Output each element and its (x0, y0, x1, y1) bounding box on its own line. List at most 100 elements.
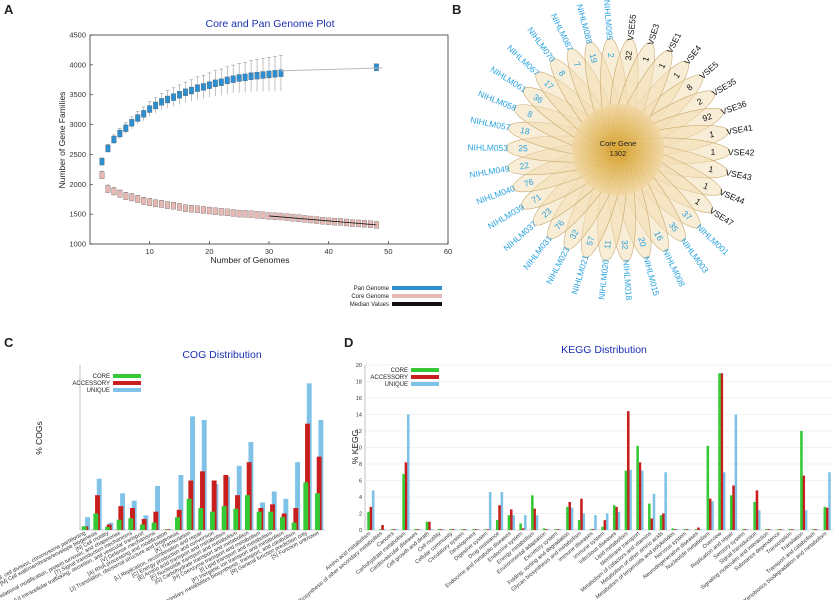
petal-value: 8 (684, 82, 694, 93)
accessory-bar (580, 498, 583, 530)
accessory-bar (165, 529, 170, 530)
box-mark (373, 63, 379, 71)
petal-name: VSE55 (625, 14, 638, 42)
unique-bar (781, 529, 784, 530)
unique-bar (190, 416, 195, 530)
legend-core-label: CORE (93, 374, 110, 380)
core-bar (414, 529, 417, 530)
box-mark (141, 110, 147, 118)
petal-value: 18 (519, 125, 531, 137)
unique-bar (605, 513, 609, 530)
core-bar (425, 521, 429, 530)
core-bar (683, 529, 686, 530)
box-mark (230, 209, 236, 217)
accessory-bar (498, 505, 501, 530)
legend-accessory-swatch (411, 375, 439, 379)
y-tick-label: 4500 (69, 31, 86, 40)
petal-name: NIHLM040 (475, 183, 517, 206)
box-mark (117, 190, 123, 198)
accessory-bar (305, 423, 310, 530)
petal-value: 1 (656, 61, 667, 70)
core-bar (105, 527, 110, 530)
petal-value: 2 (695, 96, 704, 107)
core-bar (268, 511, 274, 530)
unique-bar (155, 486, 160, 530)
core-bar (81, 526, 87, 530)
y-tick-label: 18 (356, 380, 362, 386)
y-tick-label: 3000 (69, 120, 86, 129)
box-mark (212, 79, 218, 88)
unique-bar (85, 517, 90, 530)
legend-core-label: CORE (391, 368, 408, 374)
accessory-bar (439, 529, 443, 530)
core-pan-genome-plot: Core and Pan Genome Plot Number of Gene … (57, 18, 452, 308)
accessory-bar (545, 529, 548, 530)
legend-accessory-label: ACCESSORY (370, 375, 408, 381)
box-mark (111, 135, 117, 144)
accessory-bar (428, 521, 431, 530)
legend-pan-label: Pan Genome (354, 286, 390, 292)
accessory-bar (685, 529, 689, 530)
box-mark (183, 204, 188, 212)
accessory-bar (153, 511, 159, 530)
petal-name: NIHLM008 (661, 247, 688, 288)
petal-value: 1 (708, 164, 715, 175)
accessory-bar (814, 529, 817, 530)
pan-tail-line (280, 67, 383, 72)
unique-bar (442, 529, 445, 530)
petal-name: NIHLM031 (521, 233, 554, 271)
legend-unique-label: UNIQUE (87, 388, 110, 394)
petal-value: 32 (620, 240, 631, 250)
kegg-distribution-chart: KEGG Distribution % KEGG 0 2 4 6 8 10 12 14 16 18… (298, 344, 833, 600)
box-mark (236, 74, 242, 82)
core-bar (175, 517, 180, 530)
x-tick-label: 20 (205, 247, 213, 256)
box-mark (230, 75, 236, 83)
core-bar (291, 522, 297, 530)
core-bar (140, 524, 145, 530)
unique-bar (687, 529, 691, 530)
petal-value: 22 (519, 160, 530, 171)
accessory-bar (697, 527, 700, 530)
accessory-bar (626, 411, 630, 530)
x-tick-label: 30 (265, 247, 273, 256)
accessory-bar (790, 529, 794, 530)
box-mark (278, 69, 284, 77)
accessory-bar (95, 495, 100, 530)
core-bar (706, 445, 710, 530)
legend-unique-label: UNIQUE (385, 382, 408, 388)
box-mark (117, 129, 123, 138)
box-mark (248, 210, 254, 218)
legend-core-swatch (113, 374, 141, 378)
accessory-bar (638, 462, 642, 530)
y-tick-label: 8 (359, 462, 362, 468)
unique-bar (699, 529, 703, 530)
core-bar (116, 519, 122, 530)
unique-bar (746, 529, 749, 530)
box-mark (129, 193, 135, 202)
y-tick-label: 1500 (69, 210, 86, 219)
unique-bar (395, 529, 398, 530)
box-mark (165, 201, 171, 209)
accessory-bar (615, 506, 618, 530)
accessory-bar (392, 529, 396, 530)
box-mark (188, 86, 194, 95)
legend-core-label: Core Genome (351, 294, 389, 300)
core-bar (221, 506, 227, 530)
unique-bar (722, 472, 726, 530)
petal-value: 11 (602, 239, 613, 249)
legend-median-label: Median Values (350, 302, 389, 308)
petal-value: 76 (523, 176, 536, 189)
petal-name: VSE42 (728, 147, 755, 157)
accessory-bar (825, 507, 829, 530)
box-mark (224, 208, 230, 217)
core-bar (694, 529, 698, 530)
accessory-bar (767, 529, 770, 530)
unique-bar (594, 515, 597, 530)
petal-value: 32 (567, 228, 580, 241)
legend-pan-swatch (392, 286, 442, 290)
petal-name: NIHLM001 (694, 222, 731, 257)
accessory-bar (486, 529, 490, 530)
box-mark (147, 198, 153, 206)
